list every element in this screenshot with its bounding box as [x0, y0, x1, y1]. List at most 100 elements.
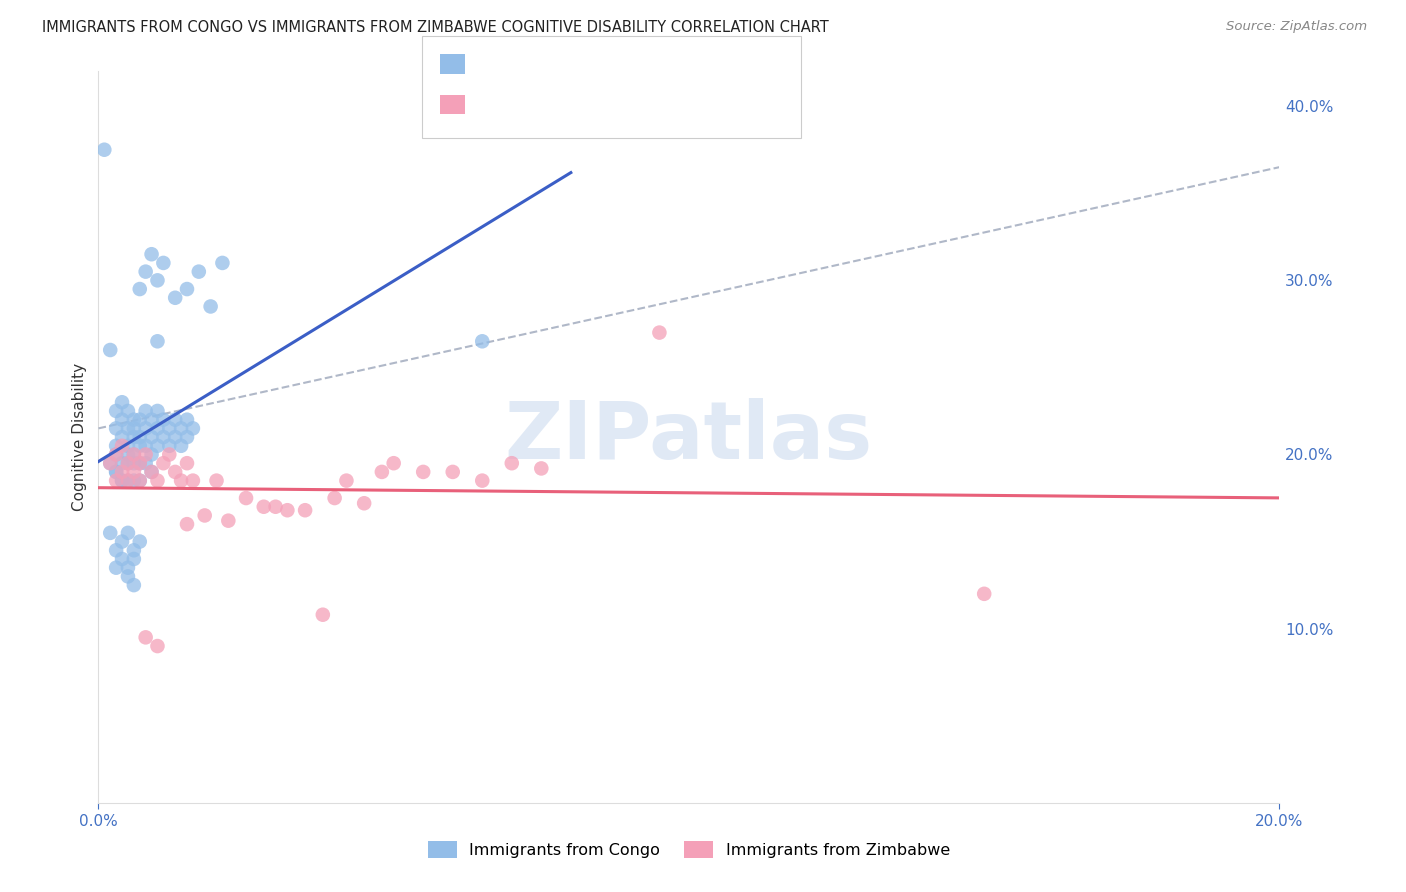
- Point: [117, 560, 139, 574]
- Point: [176, 517, 198, 532]
- Point: [128, 412, 150, 426]
- Point: [648, 326, 671, 340]
- Point: [471, 334, 494, 349]
- Point: [122, 421, 145, 435]
- Point: [412, 465, 434, 479]
- Point: [294, 503, 316, 517]
- Point: [501, 456, 523, 470]
- Point: [217, 514, 239, 528]
- Point: [117, 474, 139, 488]
- Point: [146, 474, 169, 488]
- Point: [165, 465, 187, 479]
- Point: [98, 456, 121, 470]
- Point: [122, 448, 145, 462]
- Point: [253, 500, 276, 514]
- Point: [152, 412, 174, 426]
- Point: [135, 456, 157, 470]
- Point: [122, 412, 145, 426]
- Point: [117, 404, 139, 418]
- Point: [111, 474, 134, 488]
- Point: [181, 474, 204, 488]
- Point: [205, 474, 228, 488]
- Point: [371, 465, 394, 479]
- Point: [111, 456, 134, 470]
- Point: [122, 456, 145, 470]
- Point: [141, 412, 163, 426]
- Point: [117, 569, 139, 583]
- Point: [128, 474, 150, 488]
- Point: [98, 343, 121, 357]
- Point: [176, 282, 198, 296]
- Point: [471, 474, 494, 488]
- Point: [165, 412, 187, 426]
- Text: IMMIGRANTS FROM CONGO VS IMMIGRANTS FROM ZIMBABWE COGNITIVE DISABILITY CORRELATI: IMMIGRANTS FROM CONGO VS IMMIGRANTS FROM…: [42, 20, 830, 35]
- Point: [135, 448, 157, 462]
- Point: [323, 491, 346, 505]
- Point: [146, 334, 169, 349]
- Point: [98, 456, 121, 470]
- Point: [312, 607, 335, 622]
- Point: [128, 474, 150, 488]
- Point: [135, 265, 157, 279]
- Point: [146, 273, 169, 287]
- Point: [98, 525, 121, 540]
- Text: N =: N =: [633, 57, 664, 71]
- Point: [122, 552, 145, 566]
- Point: [111, 412, 134, 426]
- Text: 78: 78: [700, 57, 723, 71]
- Legend: Immigrants from Congo, Immigrants from Zimbabwe: Immigrants from Congo, Immigrants from Z…: [422, 835, 956, 864]
- Point: [152, 256, 174, 270]
- Point: [105, 465, 128, 479]
- Point: [146, 421, 169, 435]
- Point: [141, 430, 163, 444]
- Point: [105, 465, 128, 479]
- Point: [157, 448, 180, 462]
- Text: N =: N =: [633, 97, 664, 112]
- Point: [105, 404, 128, 418]
- Point: [117, 474, 139, 488]
- Point: [973, 587, 995, 601]
- Point: [105, 474, 128, 488]
- Point: [135, 439, 157, 453]
- Point: [117, 448, 139, 462]
- Text: 0.211: 0.211: [541, 57, 592, 71]
- Point: [111, 474, 134, 488]
- Text: R =: R =: [474, 97, 503, 112]
- Point: [105, 448, 128, 462]
- Point: [105, 543, 128, 558]
- Text: -0.044: -0.044: [531, 97, 589, 112]
- Text: R =: R =: [474, 57, 503, 71]
- Point: [122, 448, 145, 462]
- Point: [111, 534, 134, 549]
- Y-axis label: Cognitive Disability: Cognitive Disability: [72, 363, 87, 511]
- Point: [111, 439, 134, 453]
- Point: [105, 448, 128, 462]
- Point: [117, 456, 139, 470]
- Point: [530, 461, 553, 475]
- Point: [117, 439, 139, 453]
- Point: [194, 508, 217, 523]
- Point: [235, 491, 257, 505]
- Point: [128, 430, 150, 444]
- Point: [141, 465, 163, 479]
- Point: [141, 247, 163, 261]
- Text: ZIPatlas: ZIPatlas: [505, 398, 873, 476]
- Point: [122, 430, 145, 444]
- Point: [105, 421, 128, 435]
- Point: [382, 456, 405, 470]
- Point: [170, 474, 193, 488]
- Point: [141, 448, 163, 462]
- Point: [211, 256, 233, 270]
- Point: [146, 439, 169, 453]
- Point: [141, 465, 163, 479]
- Point: [146, 639, 169, 653]
- Point: [128, 456, 150, 470]
- Point: [122, 543, 145, 558]
- Point: [176, 430, 198, 444]
- Text: 44: 44: [700, 97, 723, 112]
- Point: [117, 456, 139, 470]
- Point: [335, 474, 357, 488]
- Point: [152, 456, 174, 470]
- Text: Source: ZipAtlas.com: Source: ZipAtlas.com: [1226, 20, 1367, 33]
- Point: [135, 631, 157, 645]
